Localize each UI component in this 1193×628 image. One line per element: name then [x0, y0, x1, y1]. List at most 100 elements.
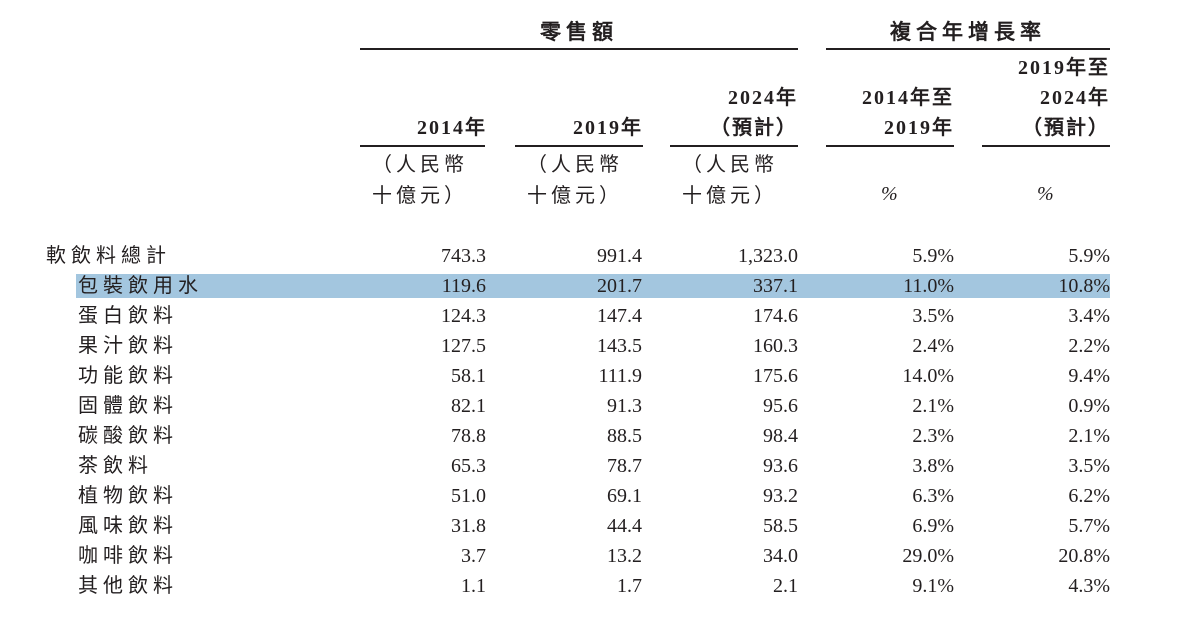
col-rule-2024 — [670, 145, 798, 147]
table-row-total: 軟飲料總計 743.3 991.4 1,323.0 5.9% 5.9% — [0, 241, 1193, 271]
table-row: 茶飲料 65.3 78.7 93.6 3.8% 3.5% — [0, 451, 1193, 481]
cell-2019: 88.5 — [607, 425, 642, 447]
cell-cagr2: 5.9% — [1068, 245, 1110, 267]
cell-cagr2: 20.8% — [1058, 545, 1110, 567]
cell-2024: 93.2 — [763, 485, 798, 507]
row-highlight — [76, 274, 1110, 298]
cell-cagr1: 9.1% — [912, 575, 954, 597]
cell-2019: 44.4 — [607, 515, 642, 537]
cell-2019: 78.7 — [607, 455, 642, 477]
cell-2014: 3.7 — [461, 545, 486, 567]
cell-2014: 78.8 — [451, 425, 486, 447]
col-header-2014: 2014年 — [417, 117, 487, 139]
table-row: 其他飲料 1.1 1.7 2.1 9.1% 4.3% — [0, 571, 1193, 601]
col-header-cagr2-l1: 2019年至 — [1018, 57, 1110, 79]
cell-2019: 111.9 — [598, 365, 642, 387]
cell-2014: 743.3 — [441, 245, 486, 267]
cell-2024: 34.0 — [763, 545, 798, 567]
cell-cagr1: 14.0% — [902, 365, 954, 387]
cell-2014: 1.1 — [461, 575, 486, 597]
cell-2019: 143.5 — [597, 335, 642, 357]
cell-cagr1: 11.0% — [903, 275, 954, 297]
row-label: 茶飲料 — [78, 455, 153, 477]
group-retail-rule — [360, 48, 798, 50]
cell-cagr1: 2.3% — [912, 425, 954, 447]
col-header-cagr1-l1: 2014年至 — [862, 87, 954, 109]
cell-2019: 13.2 — [607, 545, 642, 567]
cell-2024: 160.3 — [753, 335, 798, 357]
col-header-cagr2-l2: 2024年 — [1040, 87, 1110, 109]
cell-2024: 337.1 — [753, 275, 798, 297]
cell-cagr1: 29.0% — [902, 545, 954, 567]
cell-2014: 58.1 — [451, 365, 486, 387]
cell-2014: 51.0 — [451, 485, 486, 507]
unit-cagr1-percent: % — [881, 183, 898, 205]
row-label: 包裝飲用水 — [78, 275, 203, 297]
unit-2024-l2: 十億元） — [682, 185, 778, 207]
cell-2014: 65.3 — [451, 455, 486, 477]
col-header-cagr1-l2: 2019年 — [884, 117, 954, 139]
row-label: 固體飲料 — [78, 395, 178, 417]
cell-2014: 31.8 — [451, 515, 486, 537]
cell-2024: 175.6 — [753, 365, 798, 387]
cell-cagr2: 0.9% — [1068, 395, 1110, 417]
table-row: 功能飲料 58.1 111.9 175.6 14.0% 9.4% — [0, 361, 1193, 391]
cell-cagr1: 6.3% — [912, 485, 954, 507]
cell-2014: 124.3 — [441, 305, 486, 327]
cell-cagr1: 2.1% — [912, 395, 954, 417]
cell-2019: 69.1 — [607, 485, 642, 507]
cell-2014: 127.5 — [441, 335, 486, 357]
cell-cagr2: 2.2% — [1068, 335, 1110, 357]
table-row: 包裝飲用水 119.6 201.7 337.1 11.0% 10.8% — [0, 271, 1193, 301]
row-label: 軟飲料總計 — [46, 245, 171, 267]
group-retail-sales: 零售額 — [540, 20, 618, 44]
cell-2014: 82.1 — [451, 395, 486, 417]
cell-cagr2: 3.5% — [1068, 455, 1110, 477]
cell-2024: 174.6 — [753, 305, 798, 327]
unit-cagr2-percent: % — [1037, 183, 1054, 205]
unit-2024-l1: （人民幣 — [682, 154, 778, 176]
cell-2024: 2.1 — [773, 575, 798, 597]
cell-2024: 1,323.0 — [738, 245, 798, 267]
cell-2024: 98.4 — [763, 425, 798, 447]
table-row: 咖啡飲料 3.7 13.2 34.0 29.0% 20.8% — [0, 541, 1193, 571]
row-label: 植物飲料 — [78, 485, 178, 507]
cell-cagr1: 2.4% — [912, 335, 954, 357]
row-label: 碳酸飲料 — [78, 425, 178, 447]
group-cagr: 複合年增長率 — [890, 20, 1046, 44]
table-row: 碳酸飲料 78.8 88.5 98.4 2.3% 2.1% — [0, 421, 1193, 451]
group-cagr-rule — [826, 48, 1110, 50]
table-row: 風味飲料 31.8 44.4 58.5 6.9% 5.7% — [0, 511, 1193, 541]
cell-2024: 95.6 — [763, 395, 798, 417]
cell-cagr2: 9.4% — [1068, 365, 1110, 387]
cell-2024: 58.5 — [763, 515, 798, 537]
row-label: 功能飲料 — [78, 365, 178, 387]
col-header-cagr2-l3: （預計） — [1022, 117, 1110, 139]
table-row: 果汁飲料 127.5 143.5 160.3 2.4% 2.2% — [0, 331, 1193, 361]
cell-2019: 1.7 — [617, 575, 642, 597]
unit-2014-l1: （人民幣 — [372, 154, 468, 176]
col-rule-cagr2 — [982, 145, 1110, 147]
row-label: 其他飲料 — [78, 575, 178, 597]
col-rule-cagr1 — [826, 145, 954, 147]
cell-cagr2: 3.4% — [1068, 305, 1110, 327]
cell-2019: 201.7 — [597, 275, 642, 297]
cell-cagr1: 3.5% — [912, 305, 954, 327]
table-row: 植物飲料 51.0 69.1 93.2 6.3% 6.2% — [0, 481, 1193, 511]
cell-cagr2: 4.3% — [1068, 575, 1110, 597]
cell-cagr2: 10.8% — [1058, 275, 1110, 297]
col-rule-2019 — [515, 145, 643, 147]
col-header-2019: 2019年 — [573, 117, 643, 139]
cell-2019: 991.4 — [597, 245, 642, 267]
cell-2019: 147.4 — [597, 305, 642, 327]
unit-2014-l2: 十億元） — [372, 185, 468, 207]
cell-cagr1: 3.8% — [912, 455, 954, 477]
row-label: 果汁飲料 — [78, 335, 178, 357]
cell-cagr1: 5.9% — [912, 245, 954, 267]
cell-cagr2: 6.2% — [1068, 485, 1110, 507]
cell-2014: 119.6 — [441, 275, 486, 297]
row-label: 蛋白飲料 — [78, 305, 178, 327]
col-header-2024-l1: 2024年 — [728, 87, 798, 109]
col-header-2024-l2: （預計） — [710, 117, 798, 139]
col-rule-2014 — [360, 145, 485, 147]
